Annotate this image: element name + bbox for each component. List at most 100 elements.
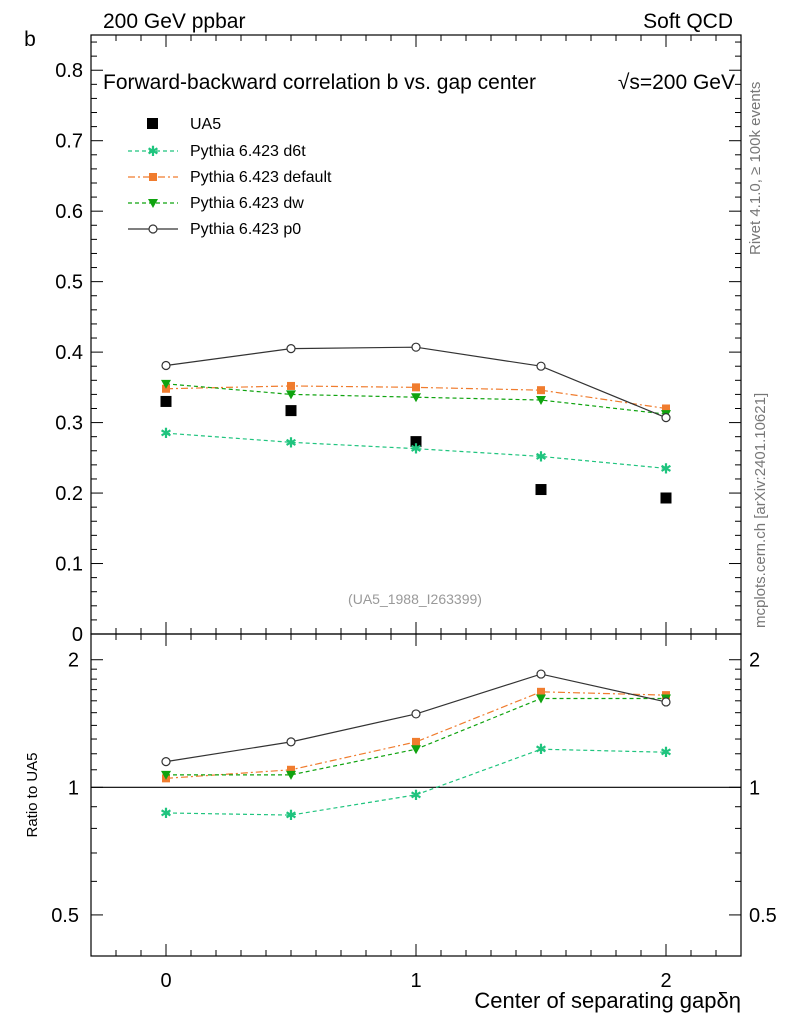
main-point-p0 xyxy=(661,413,671,423)
ratio-series-p0 xyxy=(161,669,671,767)
main-ytick-label: 0.3 xyxy=(55,413,83,435)
legend-item-dw: Pythia 6.423 dw xyxy=(128,195,304,212)
xtick-label: 2 xyxy=(660,970,671,992)
main-point-d6t: ✱ xyxy=(285,434,297,450)
ratio-point-p0 xyxy=(411,709,421,719)
main-y-axis-label: b xyxy=(24,28,36,51)
legend-label-d6t: Pythia 6.423 d6t xyxy=(190,143,306,160)
legend: UA5 ✱ Pythia 6.423 d6t Pythia 6.423 defa… xyxy=(128,116,332,238)
ratio-point-p0 xyxy=(536,669,546,679)
main-ytick-label: 0.2 xyxy=(55,483,83,505)
main-line-p0 xyxy=(165,346,667,419)
main-title-text: Forward-backward correlation b vs. gap c… xyxy=(103,71,536,94)
main-point-default xyxy=(287,381,295,390)
legend-item-d6t: ✱ Pythia 6.423 d6t xyxy=(128,143,306,160)
main-ytick-label: 0.8 xyxy=(55,60,83,82)
main-point-ua5 xyxy=(285,405,297,417)
main-series-group: ✱ ✱ ✱ ✱ ✱ xyxy=(160,342,672,504)
ratio-point-dw xyxy=(536,694,546,704)
main-plot-panel: 0 0.1 0.2 0.3 0.4 0.5 0.6 0.7 0.8 b Forward-back… xyxy=(24,28,742,646)
header-right-label: Soft QCD xyxy=(643,10,733,33)
main-point-ua5 xyxy=(535,484,547,496)
main-point-d6t: ✱ xyxy=(535,448,547,464)
ratio-ytick-label: 1 xyxy=(68,777,79,799)
main-point-default xyxy=(537,386,545,395)
legend-label-p0: Pythia 6.423 p0 xyxy=(190,221,301,238)
ratio-ytick-label: 0.5 xyxy=(51,905,79,927)
ratio-ytick-label-right: 2 xyxy=(749,650,760,672)
main-ytick-label: 0.7 xyxy=(55,131,83,153)
ratio-point-p0 xyxy=(161,756,171,767)
ratio-ytick-label: 2 xyxy=(68,650,79,672)
main-point-ua5 xyxy=(410,436,422,448)
ratio-point-d6t: ✱ xyxy=(660,744,672,760)
mcplots-credit-label: mcplots.cern.ch [arXiv:2401.10621] xyxy=(752,393,769,628)
ratio-ytick-label-right: 0.5 xyxy=(749,905,777,927)
main-point-p0 xyxy=(161,360,171,371)
legend-label-ua5: UA5 xyxy=(190,116,221,133)
ratio-point-dw xyxy=(411,745,421,755)
main-ytick-label: 0.6 xyxy=(55,201,83,223)
main-point-p0 xyxy=(536,361,546,371)
legend-marker-default xyxy=(149,173,157,181)
legend-marker-dw xyxy=(148,199,158,208)
legend-label-default: Pythia 6.423 default xyxy=(190,169,332,186)
xtick-label: 0 xyxy=(160,970,171,992)
ratio-series-default xyxy=(162,687,670,783)
main-series-p0 xyxy=(161,342,671,423)
x-axis-label: Center of separating gapδη xyxy=(474,988,741,1013)
ratio-line-default xyxy=(165,691,667,779)
main-point-default xyxy=(412,383,420,392)
main-point-p0 xyxy=(411,342,421,352)
ratio-point-default xyxy=(287,765,295,774)
main-point-dw xyxy=(286,390,296,400)
main-title-energy: √s=200 GeV xyxy=(618,71,735,94)
ratio-point-p0 xyxy=(286,737,296,747)
main-ytick-label: 0.5 xyxy=(55,272,83,294)
legend-marker-d6t: ✱ xyxy=(147,143,159,159)
xtick-label: 1 xyxy=(410,970,421,992)
ratio-series-group: ✱ ✱ ✱ ✱ ✱ xyxy=(160,669,672,823)
header-left-label: 200 GeV ppbar xyxy=(103,10,245,33)
main-plot-frame xyxy=(90,34,742,635)
ratio-series-d6t: ✱ ✱ ✱ ✱ ✱ xyxy=(160,741,672,823)
main-point-p0 xyxy=(286,343,296,354)
main-point-ua5 xyxy=(660,492,672,504)
ratio-line-d6t xyxy=(165,748,667,816)
main-point-dw xyxy=(161,379,171,389)
main-series-ua5 xyxy=(160,395,672,504)
ratio-point-d6t: ✱ xyxy=(410,787,422,803)
ratio-y-ticks: 0.5 0.5 1 1 2 2 xyxy=(51,650,777,927)
main-point-d6t: ✱ xyxy=(410,441,422,457)
main-point-d6t: ✱ xyxy=(160,425,172,441)
legend-item-ua5: UA5 xyxy=(147,116,221,133)
ratio-point-p0 xyxy=(661,697,671,707)
main-ytick-label: 0.4 xyxy=(55,342,83,364)
ratio-y-axis-label: Ratio to UA5 xyxy=(24,752,41,837)
main-point-dw xyxy=(536,396,546,406)
main-ytick-label: 0 xyxy=(72,624,83,646)
main-series-d6t: ✱ ✱ ✱ ✱ ✱ xyxy=(160,425,672,476)
legend-label-dw: Pythia 6.423 dw xyxy=(190,195,304,212)
main-point-dw xyxy=(411,393,421,403)
ratio-point-dw xyxy=(161,770,171,780)
ratio-ytick-label-right: 1 xyxy=(749,777,760,799)
main-point-default xyxy=(662,404,670,413)
main-point-d6t: ✱ xyxy=(660,460,672,476)
ratio-plot-panel: 0.5 0.5 1 1 2 2 0 1 2 Ratio to UA5 Center of se… xyxy=(24,633,777,1013)
ratio-point-d6t: ✱ xyxy=(160,805,172,821)
ratio-point-default xyxy=(537,687,545,696)
ratio-x-ticks: 0 1 2 xyxy=(115,634,717,992)
main-point-ua5 xyxy=(160,395,172,407)
main-title: Forward-backward correlation b vs. gap c… xyxy=(103,71,735,94)
legend-item-default: Pythia 6.423 default xyxy=(128,169,332,186)
legend-marker-p0 xyxy=(148,224,158,234)
main-y-ticks: 0 0.1 0.2 0.3 0.4 0.5 0.6 0.7 0.8 xyxy=(55,41,741,646)
rivet-version-label: Rivet 4.1.0, ≥ 100k events xyxy=(747,82,764,255)
ratio-point-d6t: ✱ xyxy=(535,741,547,757)
legend-marker-ua5 xyxy=(147,118,158,129)
ratio-point-default xyxy=(412,737,420,746)
ratio-point-dw xyxy=(286,770,296,780)
analysis-watermark: (UA5_1988_I263399) xyxy=(348,591,482,607)
